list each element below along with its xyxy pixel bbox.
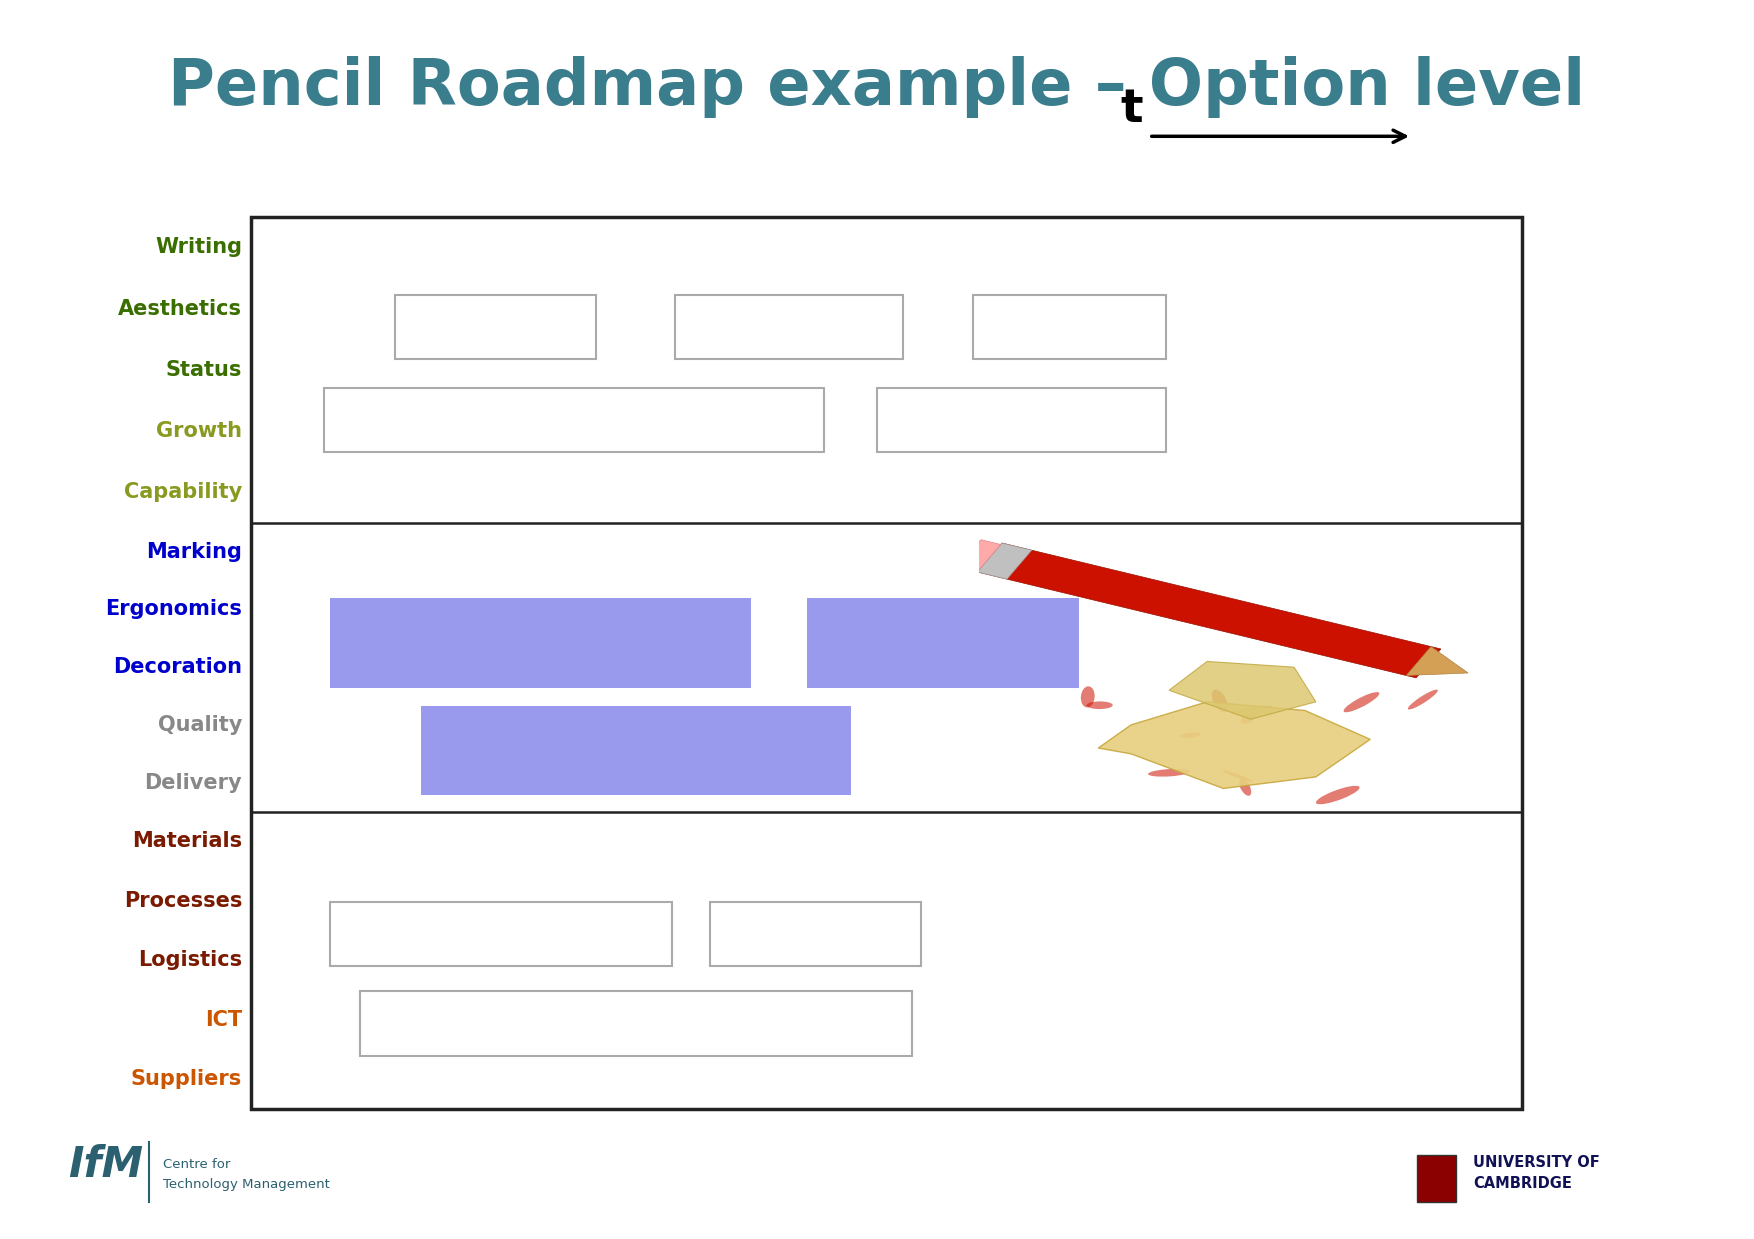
Ellipse shape <box>1080 686 1094 707</box>
Text: CAMBRIDGE: CAMBRIDGE <box>1473 1176 1572 1191</box>
Polygon shape <box>977 543 1031 579</box>
Ellipse shape <box>1344 693 1379 712</box>
Text: Capability: Capability <box>125 482 242 502</box>
Bar <box>675 295 903 359</box>
Polygon shape <box>959 540 1002 570</box>
Polygon shape <box>1407 647 1468 675</box>
Polygon shape <box>977 543 1440 678</box>
Ellipse shape <box>1180 732 1201 738</box>
Text: Suppliers: Suppliers <box>132 1069 242 1089</box>
Bar <box>710 902 921 966</box>
Bar <box>421 706 851 795</box>
Bar <box>360 991 912 1056</box>
Text: UNIVERSITY OF: UNIVERSITY OF <box>1473 1155 1600 1170</box>
Ellipse shape <box>1238 778 1251 795</box>
Text: Processes: Processes <box>125 891 242 911</box>
Text: Materials: Materials <box>132 831 242 851</box>
Text: ICT: ICT <box>205 1010 242 1030</box>
Bar <box>807 598 1079 688</box>
Text: t: t <box>1121 87 1142 131</box>
Ellipse shape <box>1149 769 1191 777</box>
Text: Quality: Quality <box>158 715 242 735</box>
Ellipse shape <box>1212 690 1228 712</box>
Text: Decoration: Decoration <box>112 657 242 678</box>
Text: Marking: Marking <box>146 541 242 561</box>
Text: Growth: Growth <box>156 421 242 441</box>
Bar <box>973 295 1166 359</box>
Ellipse shape <box>1240 712 1256 724</box>
Ellipse shape <box>1316 786 1359 804</box>
Text: Technology Management: Technology Management <box>163 1178 330 1191</box>
Ellipse shape <box>1233 706 1273 715</box>
Polygon shape <box>1170 662 1316 719</box>
Text: Ergonomics: Ergonomics <box>105 600 242 620</box>
Polygon shape <box>1098 701 1370 788</box>
Bar <box>330 902 672 966</box>
Bar <box>330 598 751 688</box>
Text: IfM: IfM <box>68 1144 142 1186</box>
Text: Writing: Writing <box>154 238 242 258</box>
Bar <box>251 217 1522 1109</box>
Bar <box>324 388 824 452</box>
Text: Status: Status <box>165 359 242 380</box>
Text: Delivery: Delivery <box>144 773 242 793</box>
Bar <box>1417 1155 1456 1202</box>
Ellipse shape <box>1086 701 1112 709</box>
Bar <box>395 295 596 359</box>
Text: Logistics: Logistics <box>139 950 242 970</box>
Text: Centre for: Centre for <box>163 1158 230 1171</box>
Ellipse shape <box>1223 771 1254 782</box>
Bar <box>877 388 1166 452</box>
Text: Aesthetics: Aesthetics <box>118 299 242 318</box>
Ellipse shape <box>1408 690 1438 710</box>
Text: Pencil Roadmap example – Option level: Pencil Roadmap example – Option level <box>168 56 1586 118</box>
